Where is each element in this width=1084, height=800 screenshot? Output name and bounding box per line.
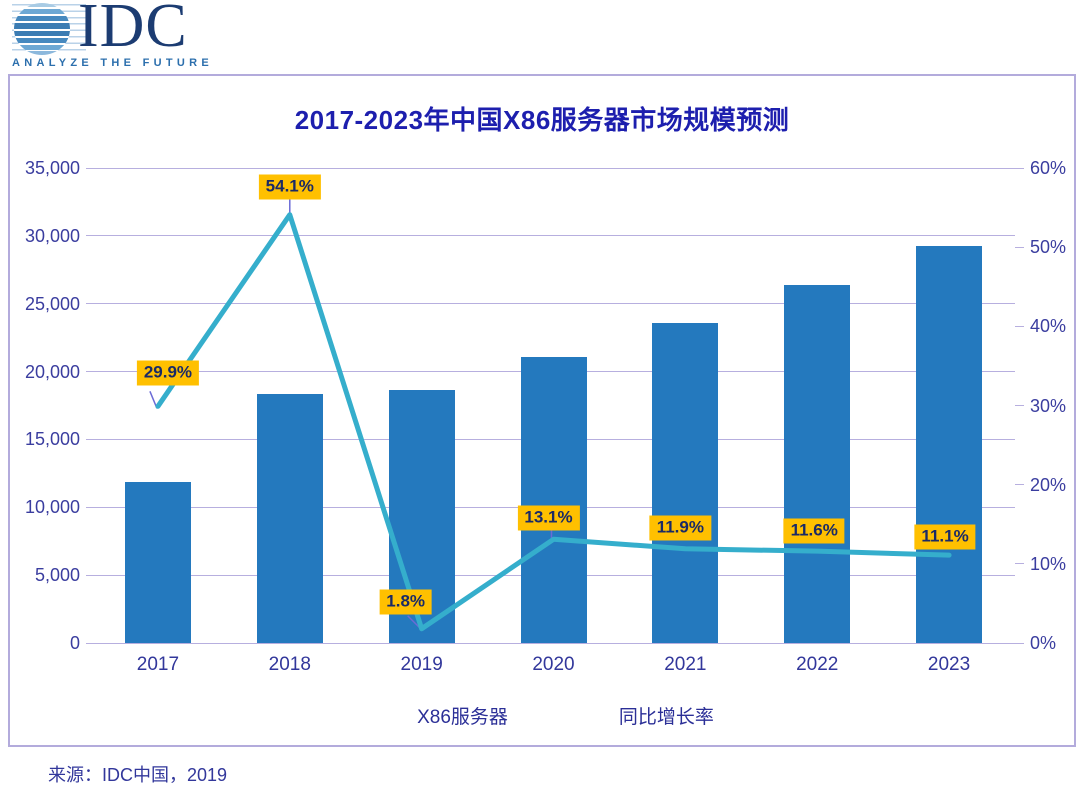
right-axis-tick: 10% (1030, 553, 1067, 574)
chart-title: 2017-2023年中国X86服务器市场规模预测 (294, 105, 790, 135)
chart-legend: X86服务器 同比增长率 (10, 702, 1074, 729)
bar-series-swatch (370, 709, 408, 722)
gridline (86, 642, 1015, 644)
left-axis-tick: 0 (69, 633, 80, 653)
left-axis-tick: 5,000 (34, 565, 80, 586)
gridline (86, 167, 1015, 169)
gridline (86, 303, 1015, 305)
right-axis-tickmark (1015, 642, 1024, 644)
bar-2021 (652, 322, 719, 643)
x-axis-label-2020: 2020 (532, 654, 575, 675)
right-axis-tickmark (1015, 563, 1024, 565)
x-axis-label-2018: 2018 (268, 654, 311, 675)
left-axis-tick: 25,000 (24, 293, 80, 314)
gridline (86, 235, 1015, 237)
left-axis-tick: 15,000 (24, 429, 80, 450)
bar-2022 (784, 285, 851, 643)
data-label-2017: 29.9% (136, 360, 200, 386)
plot-area: 0 5,000 10,000 15,000 20,000 25,000 30,000 35,0… (10, 76, 1074, 745)
left-axis-tick: 10,000 (24, 497, 80, 518)
bar-2017 (124, 481, 191, 643)
right-axis-tickmark (1015, 484, 1024, 486)
right-axis-tickmark (1015, 325, 1024, 327)
data-label-2021: 11.9% (649, 515, 711, 541)
left-axis-tick: 35,000 (24, 158, 80, 178)
left-axis-tick: 20,000 (24, 361, 80, 382)
right-axis-tick: 0% (1030, 633, 1057, 653)
line-series-swatch (564, 713, 610, 718)
legend-item-line-series: 同比增长率 (564, 702, 714, 729)
bar-2020 (520, 356, 587, 643)
right-axis-tick: 40% (1030, 316, 1067, 337)
x-axis-label-2021: 2021 (664, 654, 707, 675)
idc-logo: IDC ANALYZE THE FUTURE (12, 0, 272, 70)
bar-2023 (916, 246, 983, 643)
legend-label: X86服务器 (417, 707, 508, 728)
data-label-2020: 13.1% (517, 505, 580, 531)
logo-tagline: ANALYZE THE FUTURE (12, 57, 214, 69)
source-note: 来源：IDC中国，2019 (48, 765, 228, 785)
bar-2018 (256, 393, 323, 643)
x-axis-label-2019: 2019 (400, 654, 443, 675)
logo-wordmark: IDC (78, 0, 188, 60)
right-axis-tickmark (1015, 405, 1024, 406)
x-axis-label-2023: 2023 (927, 654, 971, 675)
label-leader-line (149, 391, 158, 409)
right-axis-tickmark (1015, 246, 1024, 248)
x-axis-label-2022: 2022 (796, 654, 839, 675)
right-axis-tickmark (1015, 167, 1024, 169)
globe-icon (14, 3, 70, 55)
data-label-2023: 11.1% (914, 524, 976, 550)
chart-frame: 2017-2023年中国X86服务器市场规模预测 0 5,000 10,000 15,… (8, 74, 1076, 747)
data-label-2022: 11.6% (783, 518, 845, 544)
legend-label: 同比增长率 (618, 707, 714, 728)
left-axis-tick: 30,000 (24, 225, 80, 246)
legend-item-bar-series: X86服务器 (370, 702, 508, 729)
right-axis-tick: 50% (1030, 237, 1067, 258)
right-axis-tick: 30% (1030, 395, 1067, 416)
data-label-2018: 54.1% (258, 174, 321, 200)
x-axis-label-2017: 2017 (136, 654, 180, 675)
data-label-2019: 1.8% (379, 589, 433, 615)
right-axis-tick: 60% (1030, 158, 1067, 178)
right-axis-tick: 20% (1030, 474, 1067, 495)
